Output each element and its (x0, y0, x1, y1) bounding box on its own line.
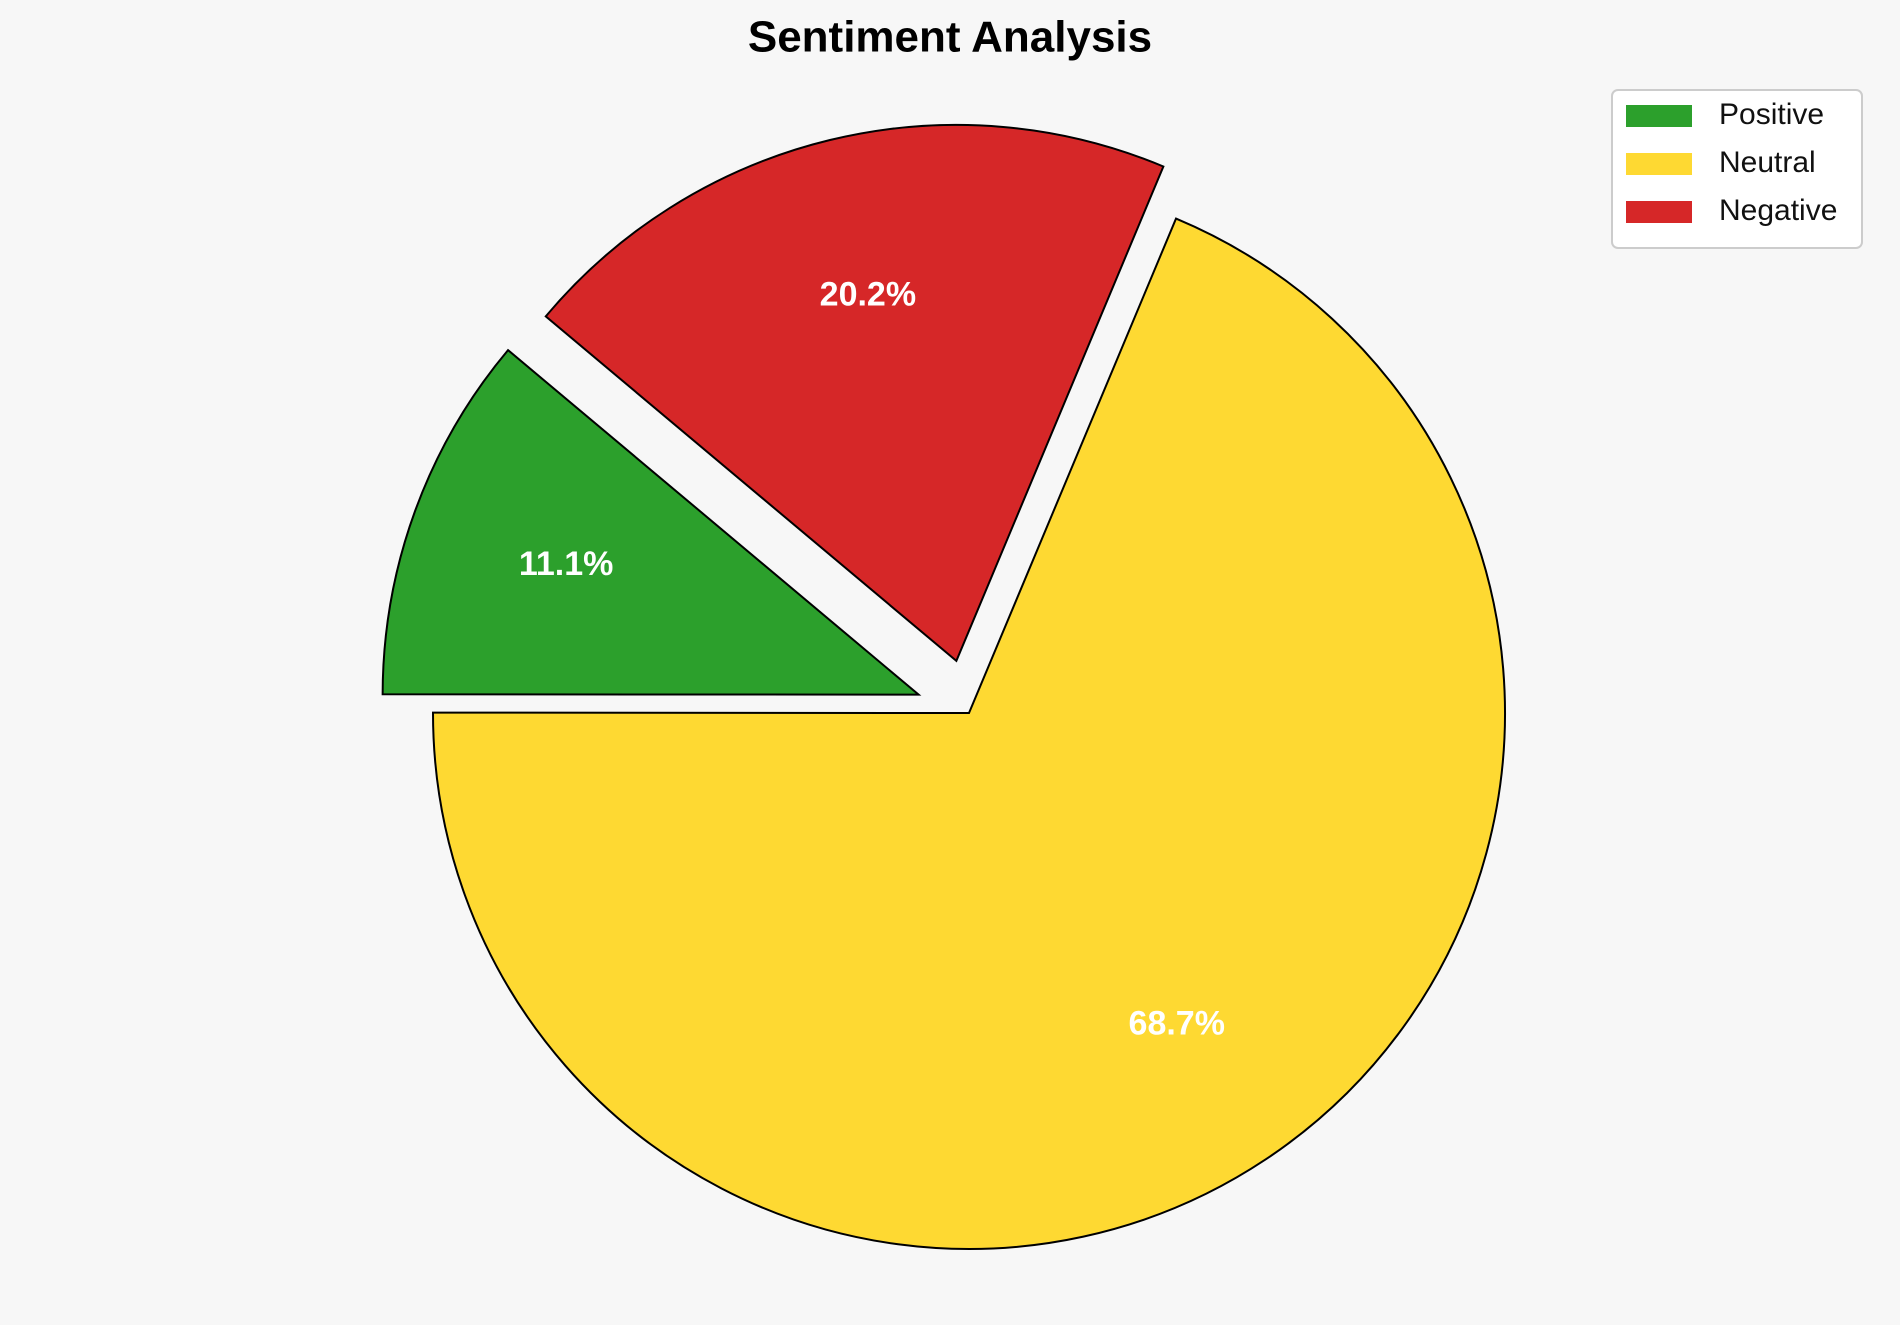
data-label: 11.1% (519, 545, 614, 583)
legend-swatch (1626, 201, 1692, 223)
legend-label: Negative (1719, 194, 1837, 227)
pie-wedge (544, 123, 1165, 663)
legend-swatch (1626, 153, 1692, 175)
legend-label: Neutral (1719, 146, 1816, 179)
pie-wedge (381, 348, 922, 696)
legend-label: Positive (1719, 98, 1824, 131)
legend-swatch (1626, 105, 1692, 127)
data-label: 20.2% (820, 275, 916, 313)
data-label: 68.7% (1129, 1004, 1225, 1042)
pie-wedge (431, 217, 1506, 1250)
chart-title: Sentiment Analysis (748, 13, 1152, 62)
